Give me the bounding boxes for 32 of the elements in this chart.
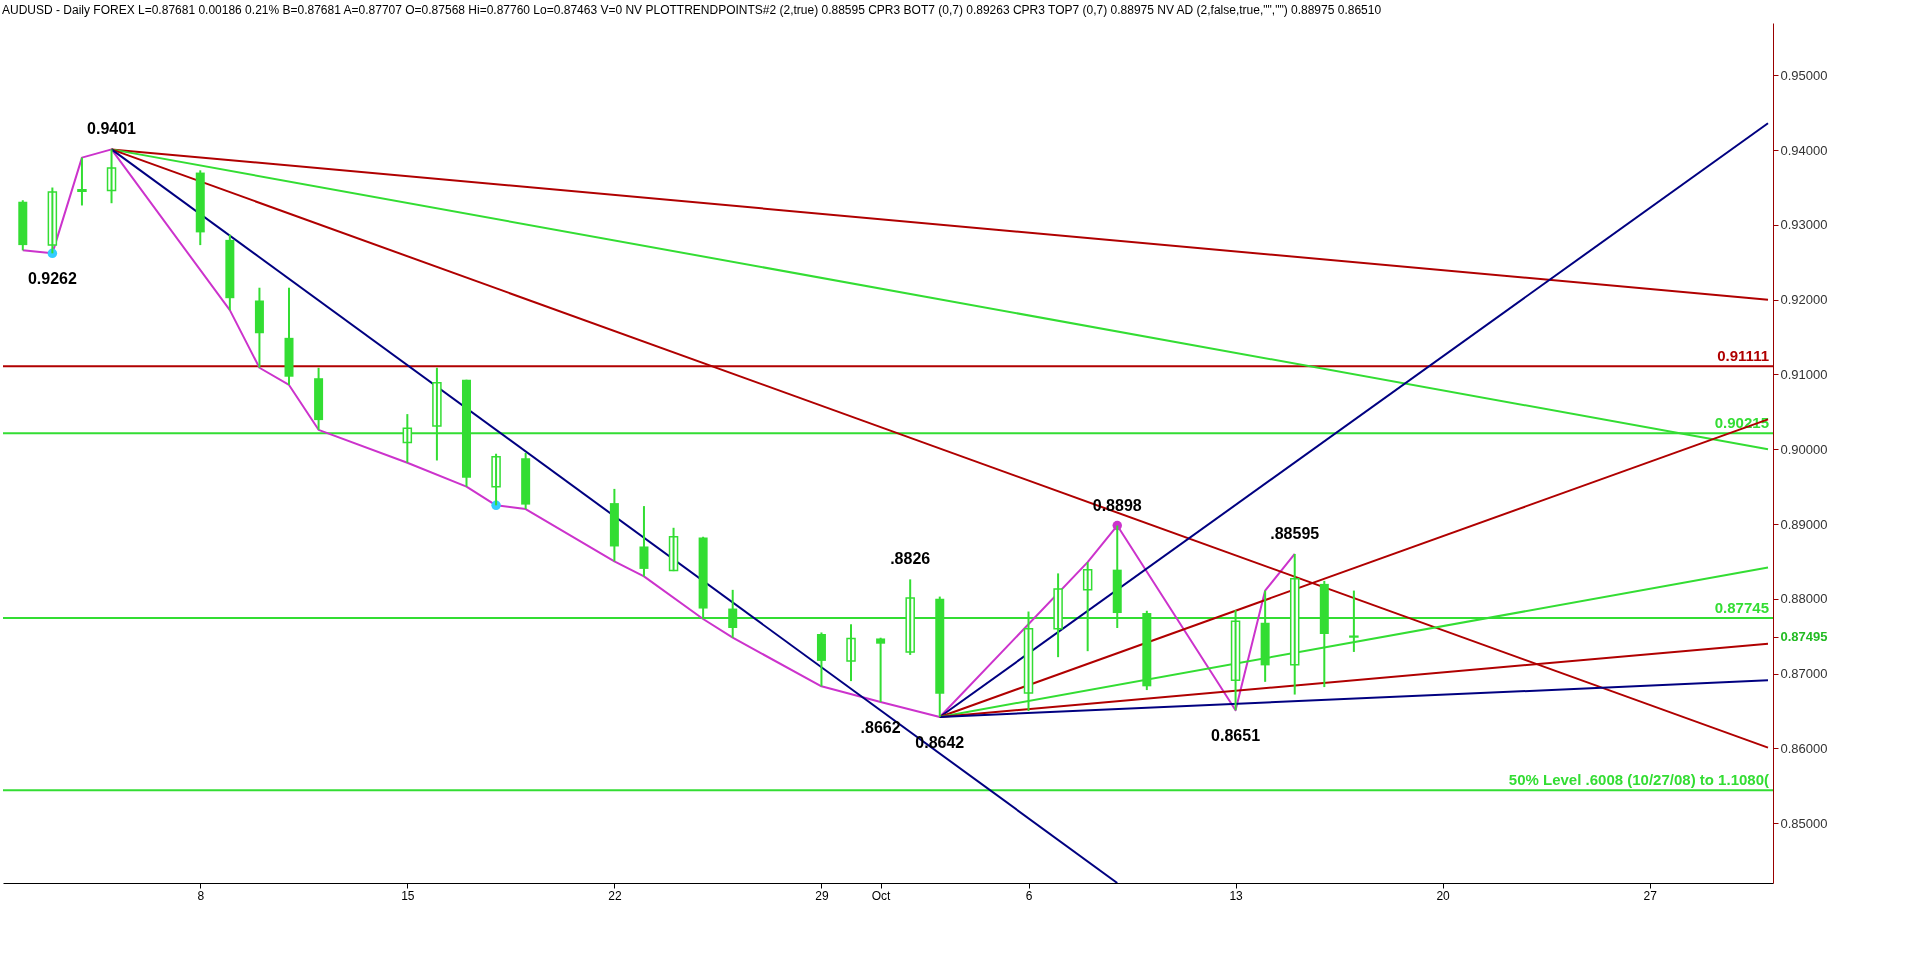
y-tick-label: 0.86000 xyxy=(1780,740,1828,756)
y-tick-label: 0.93000 xyxy=(1780,217,1828,233)
ref-line-label: 0.91111 xyxy=(1717,347,1769,365)
ref-line-label: 50% Level .6008 (10/27/08) to 1.1080( xyxy=(1508,771,1769,789)
y-tick-label: 0.91000 xyxy=(1780,366,1828,382)
y-tick-label: 0.94000 xyxy=(1780,142,1828,158)
chart-title: AUDUSD - Daily FOREX L=0.87681 0.00186 0.21% B=0.87681 A=0.87707 O=0.87568 Hi=0.87760 Lo=0.87463 V=0 NV PLOTTRENDPOINTS#2 (2,true) 0.88595 CPR3 BOT7 (0,7) 0.89263 CPR3 TOP7 (0,7) 0.88975 NV AD (2,false,true,"","") 0.88975 0.86510 xyxy=(2,3,1382,17)
x-tick-label: 8 xyxy=(197,888,205,903)
x-tick-label: 6 xyxy=(1025,888,1033,903)
x-tick-label: 22 xyxy=(608,888,622,903)
y-tick-label: 0.87000 xyxy=(1780,666,1828,682)
y-tick-label: 0.90000 xyxy=(1780,441,1828,457)
x-tick-label: 27 xyxy=(1643,888,1658,903)
ref-line-label: 0.87745 xyxy=(1714,598,1769,616)
annotation: .8662 xyxy=(860,719,901,737)
y-tick-label: 0.87495 xyxy=(1780,629,1828,645)
y-tick-label: 0.89000 xyxy=(1780,516,1828,532)
x-tick-label: 29 xyxy=(815,888,829,903)
annotation: .8826 xyxy=(890,550,931,568)
x-tick-label: 13 xyxy=(1229,888,1244,903)
y-tick-label: 0.88000 xyxy=(1780,591,1828,607)
y-tick-label: 0.92000 xyxy=(1780,292,1828,308)
annotation: 0.8651 xyxy=(1211,727,1261,745)
annotation: 0.8898 xyxy=(1092,496,1142,514)
y-tick-label: 0.85000 xyxy=(1780,815,1828,831)
annotation: .88595 xyxy=(1270,524,1320,542)
annotation: 0.9262 xyxy=(27,270,77,288)
annotation: 0.9401 xyxy=(87,120,137,138)
x-tick-label: Oct xyxy=(871,888,892,903)
x-tick-label: 15 xyxy=(401,888,415,903)
y-tick-label: 0.95000 xyxy=(1780,67,1828,83)
x-tick-label: 20 xyxy=(1436,888,1451,903)
